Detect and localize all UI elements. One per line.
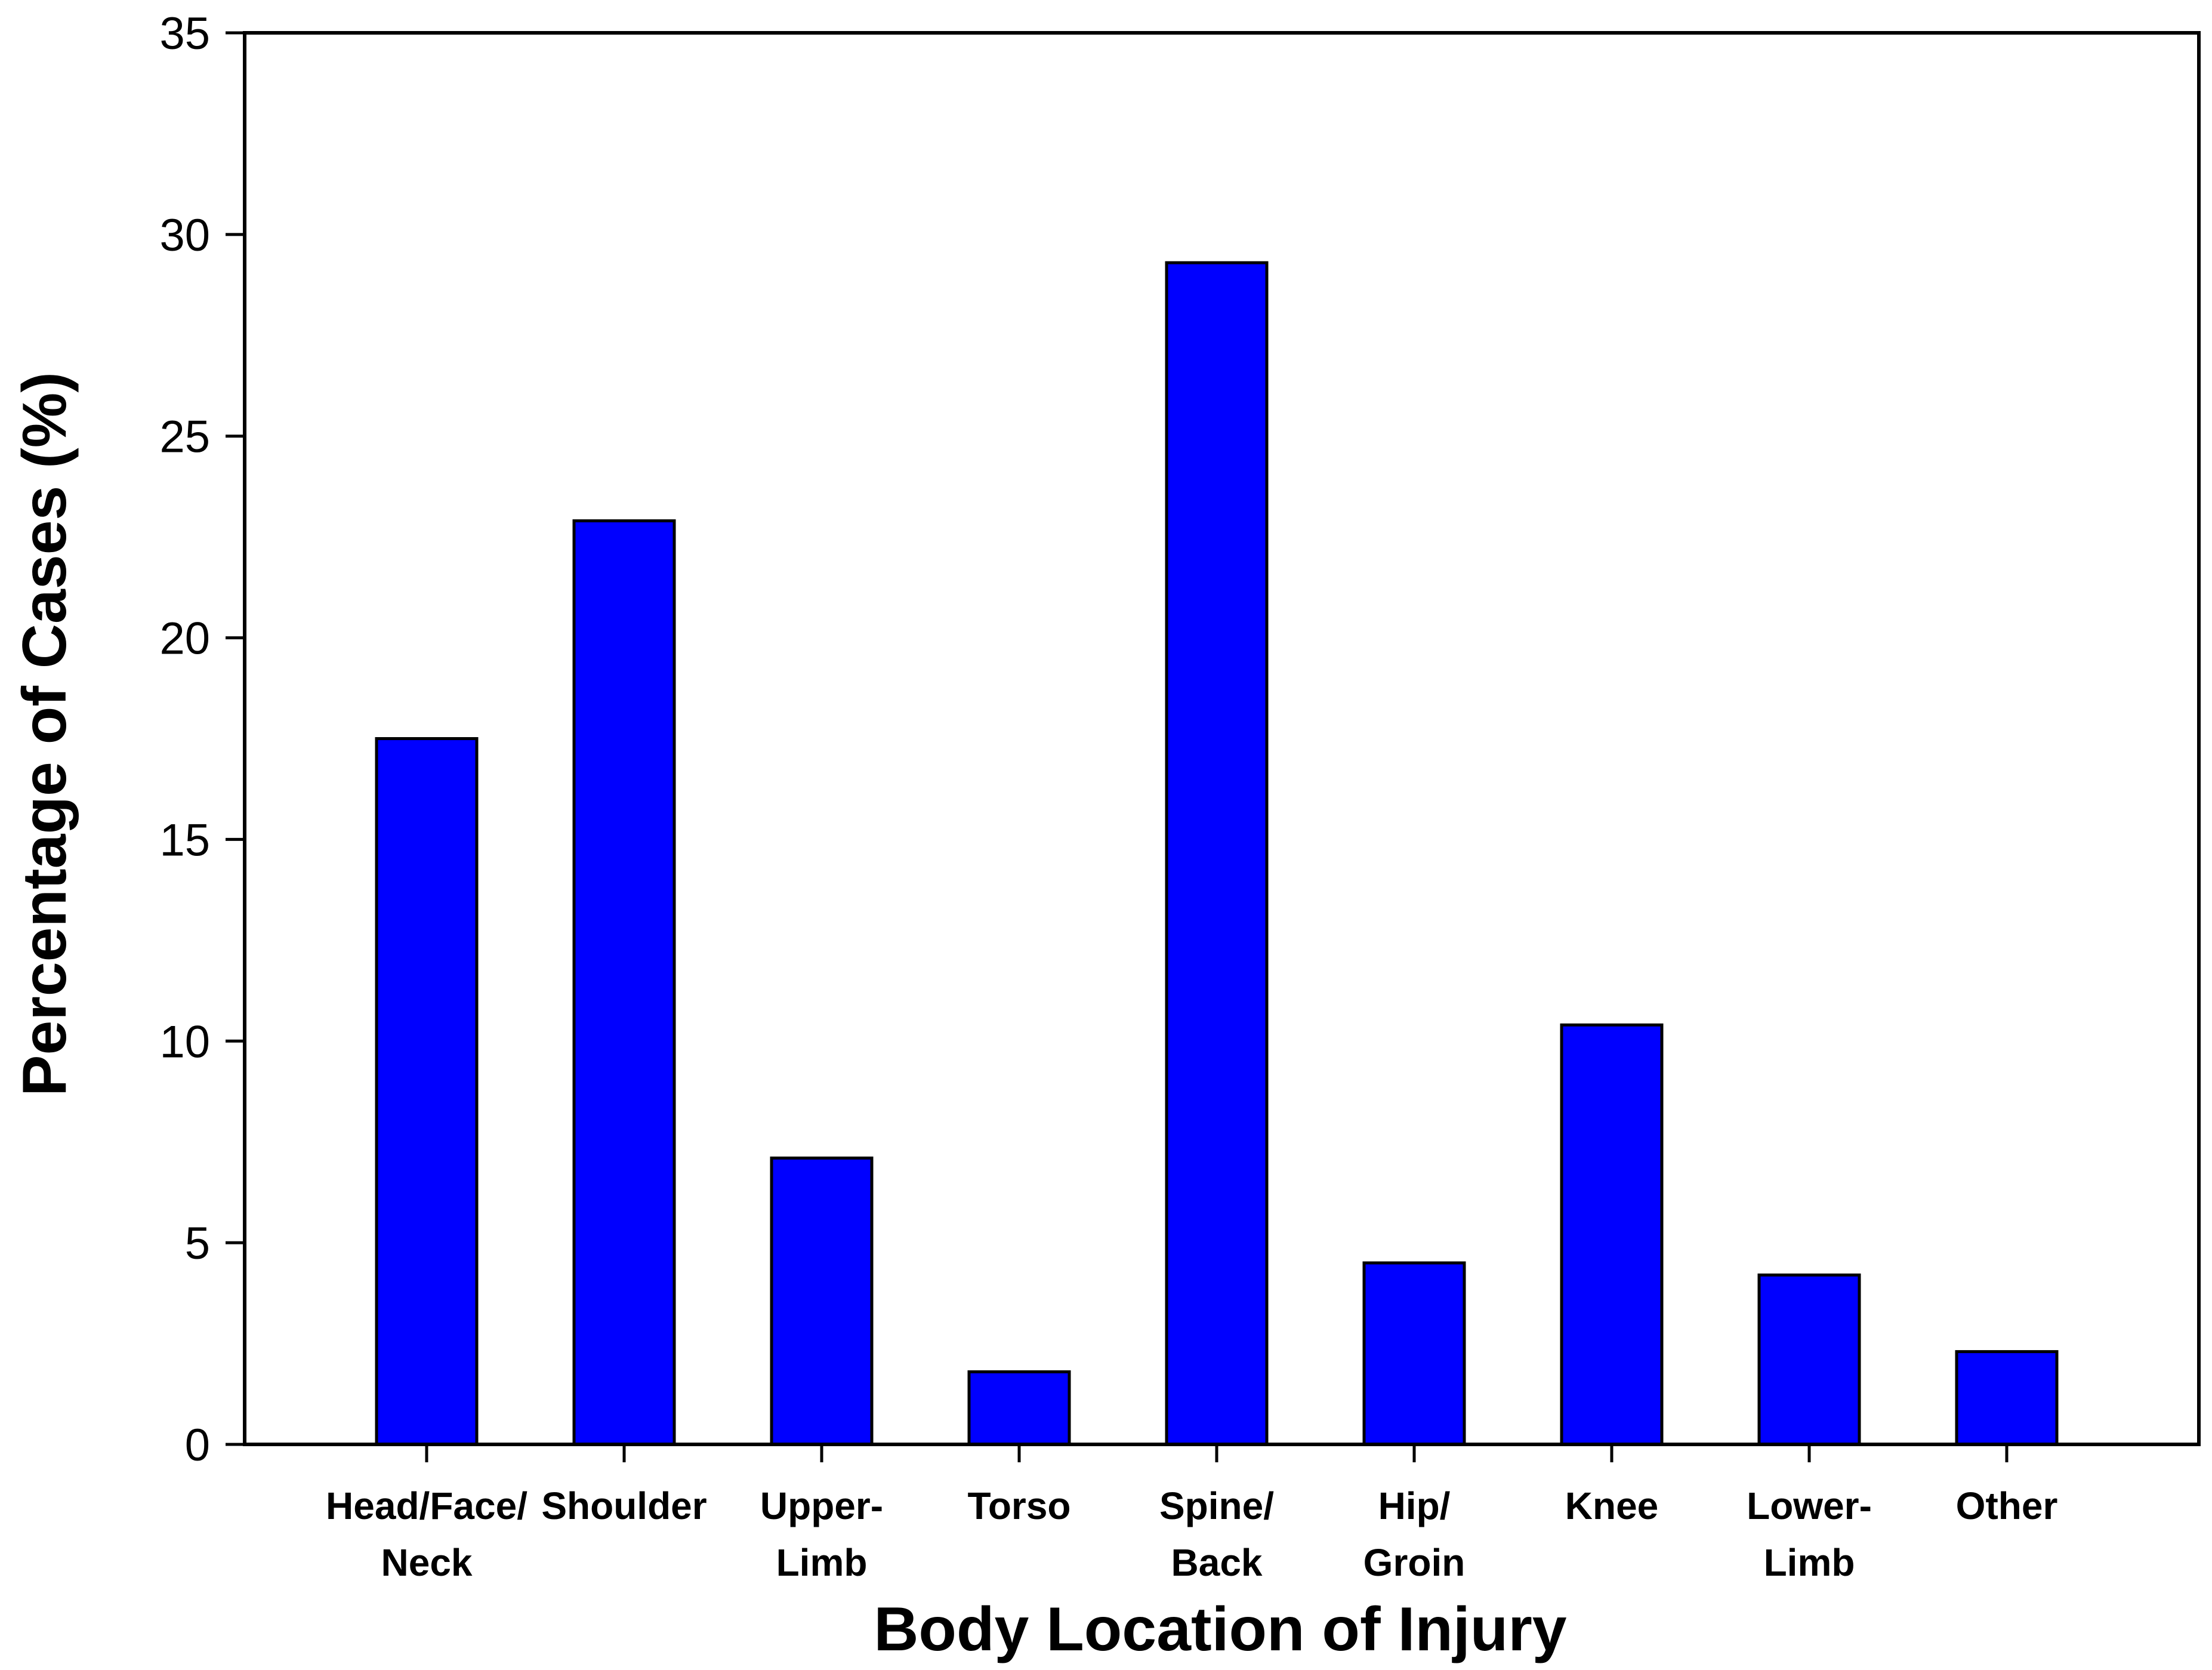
y-tick-label: 15: [159, 815, 210, 865]
x-category-label-line: Groin: [1363, 1541, 1466, 1584]
x-category-label: Other: [1956, 1484, 2058, 1527]
x-category-label: Spine/Back: [1159, 1484, 1274, 1584]
x-category-label: Hip/Groin: [1363, 1484, 1466, 1584]
x-category-label-line: Lower-: [1747, 1484, 1872, 1527]
x-category-label-line: Hip/: [1378, 1484, 1451, 1527]
y-tick-label: 0: [185, 1420, 210, 1471]
bar: [1362, 1261, 1466, 1446]
y-tick-label: 35: [159, 8, 210, 59]
x-category-label-line: Shoulder: [541, 1484, 707, 1527]
axes-layer: [243, 31, 2201, 1446]
bar: [1955, 1350, 2059, 1446]
y-tick-label: 20: [159, 614, 210, 664]
x-category-label-line: Other: [1956, 1484, 2058, 1527]
x-category-label: Head/Face/Neck: [326, 1484, 527, 1584]
plot-frame: [243, 31, 2201, 1446]
bar: [375, 737, 479, 1446]
y-tick-label: 25: [159, 412, 210, 463]
x-axis-title: Body Location of Injury: [874, 1595, 1566, 1664]
y-axis-ticks: 0 5 10 15 20 25 30 35: [159, 8, 245, 1471]
x-category-label-line: Neck: [381, 1541, 473, 1584]
bars-layer: [375, 261, 2059, 1446]
bar: [572, 519, 676, 1446]
x-category-label-line: Knee: [1565, 1484, 1659, 1527]
y-tick-label: 10: [159, 1016, 210, 1067]
x-category-label-line: Back: [1171, 1541, 1263, 1584]
x-category-label-line: Spine/: [1159, 1484, 1274, 1527]
x-category-label: Upper- Limb: [760, 1484, 883, 1584]
x-category-label-line: Torso: [967, 1484, 1070, 1527]
bar: [1757, 1273, 1861, 1446]
x-category-label: Torso: [967, 1484, 1070, 1527]
bar: [967, 1370, 1071, 1446]
x-category-label-line: Limb: [776, 1541, 868, 1584]
x-category-label: Shoulder: [541, 1484, 707, 1527]
x-category-label: Lower- Limb: [1747, 1484, 1872, 1584]
y-tick-label: 5: [185, 1218, 210, 1269]
y-axis-title: Percentage of Cases (%): [10, 372, 79, 1096]
bar: [770, 1156, 874, 1446]
x-category-label-line: Limb: [1764, 1541, 1855, 1584]
y-tick-label: 30: [159, 210, 210, 261]
x-category-label: Knee: [1565, 1484, 1659, 1527]
x-category-label-line: Head/Face/: [326, 1484, 527, 1527]
bar: [1165, 261, 1269, 1446]
bar: [1560, 1023, 1664, 1446]
x-category-label-line: Upper-: [760, 1484, 883, 1527]
x-axis-category-labels: Head/Face/Neck Shoulder Upper- Limb Torso Spi…: [326, 1444, 2057, 1584]
